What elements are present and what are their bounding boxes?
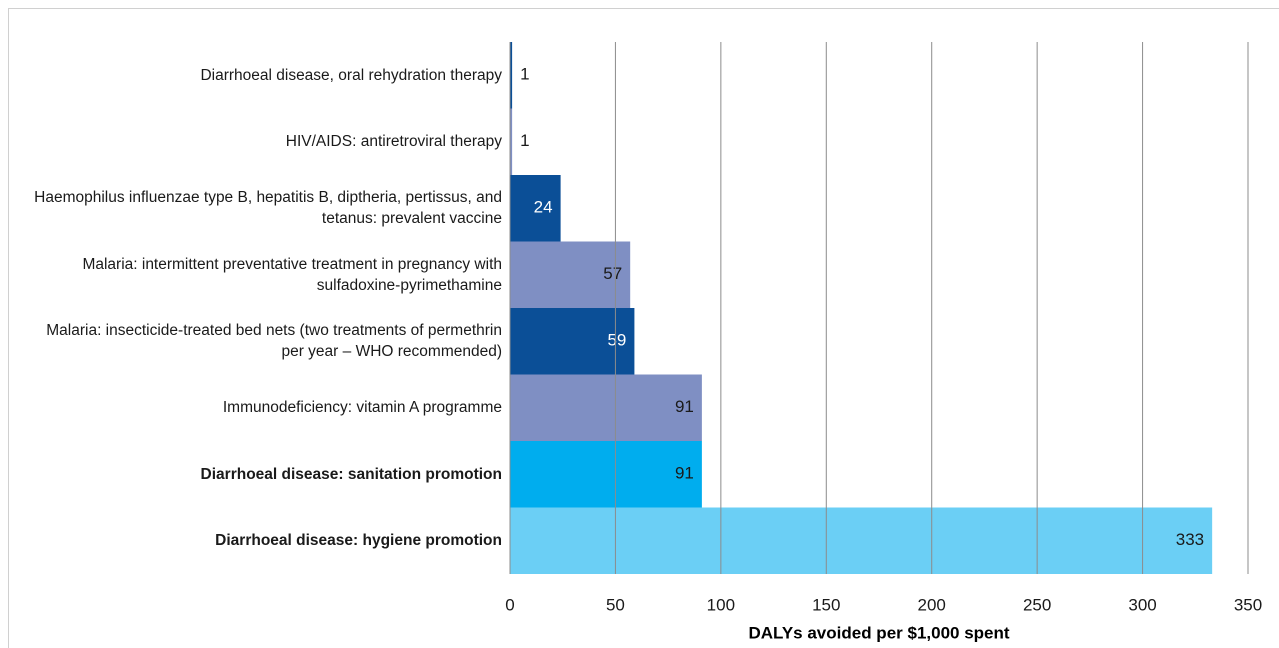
- bar: [510, 441, 702, 508]
- data-label: 1: [520, 131, 529, 150]
- x-tick-label: 100: [707, 595, 735, 614]
- data-label: 333: [1176, 530, 1204, 549]
- data-label: 24: [534, 198, 553, 217]
- x-tick-label: 150: [812, 595, 840, 614]
- category-label: Malaria: intermittent preventative treat…: [82, 255, 502, 294]
- x-tick-label: 50: [606, 595, 625, 614]
- bar: [510, 241, 631, 308]
- category-label: Diarrhoeal disease, oral rehydration the…: [200, 66, 502, 84]
- x-tick-label: 250: [1023, 595, 1051, 614]
- bar: [510, 108, 513, 175]
- x-tick-label: 350: [1234, 595, 1262, 614]
- x-tick-label: 200: [918, 595, 946, 614]
- bar: [510, 374, 702, 441]
- data-label: 91: [675, 397, 694, 416]
- category-label: HIV/AIDS: antiretroviral therapy: [285, 133, 502, 151]
- bar: [510, 175, 561, 242]
- frame: [8, 8, 1279, 648]
- x-axis-title: DALYs avoided per $1,000 spent: [748, 623, 1009, 642]
- category-label: Malaria: insecticide-treated bed nets (t…: [46, 322, 502, 361]
- x-tick-label: 300: [1128, 595, 1156, 614]
- data-label: 91: [675, 464, 694, 483]
- data-label: 59: [607, 331, 626, 350]
- data-label: 1: [520, 65, 529, 84]
- bar: [510, 308, 635, 375]
- category-label: Immunodeficiency: vitamin A programme: [222, 399, 502, 417]
- category-label: Diarrhoeal disease: hygiene promotion: [215, 532, 502, 550]
- category-label: Diarrhoeal disease: sanitation promotion: [200, 465, 502, 483]
- bar: [510, 507, 1213, 574]
- category-label: Haemophilus influenzae type B, hepatitis…: [34, 189, 502, 228]
- x-tick-label: 0: [505, 595, 514, 614]
- bar: [510, 42, 513, 109]
- data-label: 57: [603, 264, 622, 283]
